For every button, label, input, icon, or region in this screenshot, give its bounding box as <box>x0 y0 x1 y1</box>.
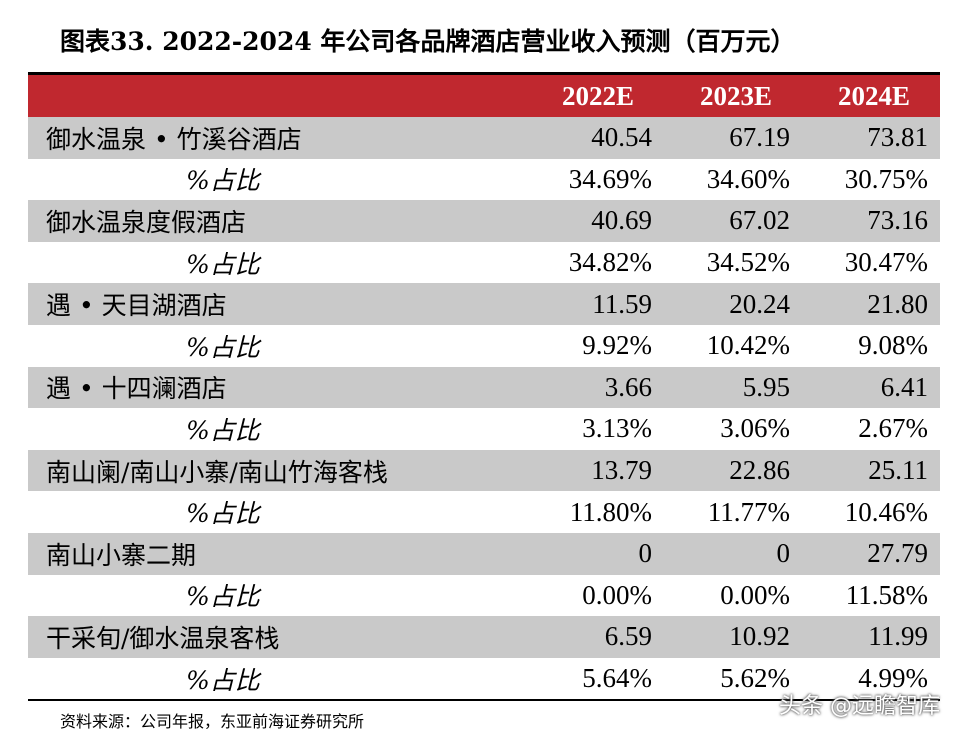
table-bottom-rule <box>28 699 940 702</box>
table-row-share: %占比 9.92% 10.42% 9.08% <box>28 324 940 367</box>
figure-title: 图表33. 2022-2024 年公司各品牌酒店营业收入预测（百万元） <box>60 27 796 56</box>
value-2024: 10.46% <box>844 496 928 527</box>
value-2022: 34.69% <box>568 163 652 194</box>
value-2023: 20.24 <box>729 288 790 319</box>
value-2023: 10.92 <box>729 621 790 652</box>
column-header-2023: 2023E <box>699 80 772 111</box>
value-2022: 40.54 <box>591 122 652 153</box>
share-label: %占比 <box>186 332 260 362</box>
table-row-brand: 御水温泉 • 竹溪谷酒店 40.54 67.19 73.81 <box>28 117 940 159</box>
watermark: 头条 @远瞻智库 <box>779 694 940 719</box>
value-2024: 30.47% <box>844 247 928 278</box>
table-top-rule <box>28 72 940 75</box>
table-row-share: %占比 3.13% 3.06% 2.67% <box>28 408 940 450</box>
table-row-brand: 干采旬/御水温泉客栈 6.59 10.92 11.99 <box>28 616 940 658</box>
value-2023: 67.02 <box>729 205 790 236</box>
table-row-brand: 御水温泉度假酒店 40.69 67.02 73.16 <box>28 200 940 242</box>
value-2022: 5.64% <box>582 663 652 694</box>
value-2024: 4.99% <box>858 663 928 694</box>
share-label: %占比 <box>186 665 260 695</box>
share-label: %占比 <box>186 499 260 529</box>
value-2024: 9.08% <box>858 330 928 361</box>
revenue-table: 2022E 2023E 2024E 御水温泉 • 竹溪谷酒店 40.54 67.19… <box>28 72 940 702</box>
source-note: 资料来源：公司年报，东亚前海证券研究所 <box>60 712 365 731</box>
share-label: %占比 <box>186 166 260 196</box>
value-2022: 3.66 <box>604 371 652 402</box>
value-2024: 11.99 <box>868 621 928 652</box>
value-2023: 34.60% <box>706 163 790 194</box>
table-row-share: %占比 0.00% 0.00% 11.58% <box>28 574 940 617</box>
table-row-brand: 南山阑/南山小寨/南山竹海客栈 13.79 22.86 25.11 <box>28 449 940 492</box>
column-header-2024: 2024E <box>837 80 910 111</box>
brand-label: 干采旬/御水温泉客栈 <box>46 623 280 653</box>
share-label: %占比 <box>186 582 260 612</box>
table-row-share: %占比 5.64% 5.62% 4.99% <box>28 657 940 700</box>
value-2023: 34.52% <box>706 247 790 278</box>
share-label: %占比 <box>186 249 260 279</box>
brand-label: 遇 • 天目湖酒店 <box>46 291 227 321</box>
value-2024: 6.41 <box>880 371 928 402</box>
value-2023: 3.06% <box>720 413 790 444</box>
value-2022: 34.82% <box>568 247 652 278</box>
value-2024: 25.11 <box>868 455 928 486</box>
value-2024: 73.16 <box>867 205 928 236</box>
value-2023: 11.77% <box>707 496 790 527</box>
value-2023: 5.95 <box>742 371 790 402</box>
table-header: 2022E 2023E 2024E <box>28 75 940 117</box>
value-2023: 5.62% <box>720 663 790 694</box>
value-2022: 6.59 <box>604 621 652 652</box>
table-row-share: %占比 34.82% 34.52% 30.47% <box>28 241 940 284</box>
value-2024: 27.79 <box>867 538 928 569</box>
value-2022: 0.00% <box>582 579 652 610</box>
value-2023: 0 <box>776 538 791 569</box>
brand-label: 御水温泉度假酒店 <box>46 207 247 237</box>
share-label: %占比 <box>186 415 260 445</box>
column-header-2022: 2022E <box>561 80 634 111</box>
brand-label: 南山阑/南山小寨/南山竹海客栈 <box>46 457 388 487</box>
table-row-share: %占比 34.69% 34.60% 30.75% <box>28 158 940 201</box>
table-row-brand: 遇 • 天目湖酒店 11.59 20.24 21.80 <box>28 283 940 325</box>
table-body: 御水温泉 • 竹溪谷酒店 40.54 67.19 73.81 %占比 34.69% 34.6… <box>28 117 940 700</box>
value-2023: 67.19 <box>729 122 790 153</box>
value-2022: 3.13% <box>582 413 652 444</box>
brand-label: 南山小寨二期 <box>46 540 197 570</box>
table-row-share: %占比 11.80% 11.77% 10.46% <box>28 491 940 533</box>
value-2024: 2.67% <box>858 413 928 444</box>
value-2022: 0 <box>638 538 653 569</box>
table-row-brand: 遇 • 十四澜酒店 3.66 5.95 6.41 <box>28 366 940 409</box>
value-2023: 0.00% <box>720 579 790 610</box>
value-2023: 22.86 <box>729 455 790 486</box>
brand-label: 御水温泉 • 竹溪谷酒店 <box>46 124 302 154</box>
value-2022: 13.79 <box>591 455 652 486</box>
value-2024: 21.80 <box>867 288 928 319</box>
value-2024: 11.58% <box>845 579 928 610</box>
brand-label: 遇 • 十四澜酒店 <box>46 374 227 404</box>
value-2022: 11.80% <box>569 496 652 527</box>
value-2022: 11.59 <box>592 288 652 319</box>
value-2022: 9.92% <box>582 330 652 361</box>
value-2023: 10.42% <box>706 330 790 361</box>
table-row-brand: 南山小寨二期 0 0 27.79 <box>28 532 940 575</box>
value-2022: 40.69 <box>591 205 652 236</box>
value-2024: 73.81 <box>867 122 928 153</box>
value-2024: 30.75% <box>844 163 928 194</box>
